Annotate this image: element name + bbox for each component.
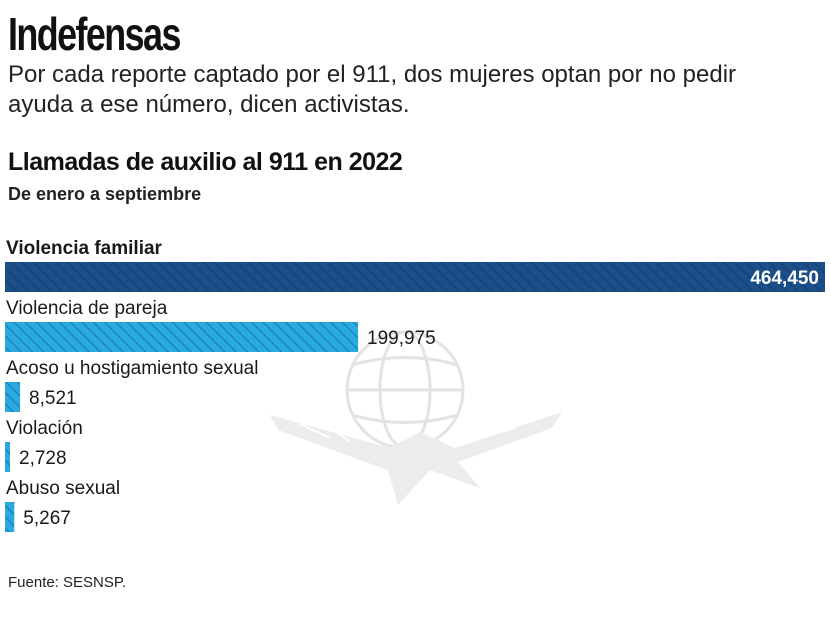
category-label: Acoso u hostigamiento sexual [6,358,258,379]
bar [5,502,15,532]
value-label: 199,975 [367,328,436,349]
bar [5,322,359,352]
category-label: Violación [6,418,83,439]
chart-title: Llamadas de auxilio al 911 en 2022 [8,148,403,176]
eagle-globe-watermark-icon [270,330,562,505]
category-label: Violencia familiar [6,238,163,259]
bar [5,442,10,472]
value-label: 2,728 [19,448,67,469]
value-label: 5,267 [23,508,71,529]
headline: Indefensas [8,8,181,60]
bar [5,382,21,412]
source-note: Fuente: SESNSP. [8,574,127,591]
deck-text: Por cada reporte captado por el 911, dos… [8,61,737,118]
chart-subtitle: De enero a septiembre [8,184,202,204]
category-label: Violencia de pareja [6,298,168,319]
value-label: 8,521 [29,388,77,409]
category-label: Abuso sexual [6,478,120,499]
bar [5,262,825,292]
value-label: 464,450 [750,268,819,289]
bar-chart: Violencia familiar 464,450 Violencia de pa… [5,238,825,532]
